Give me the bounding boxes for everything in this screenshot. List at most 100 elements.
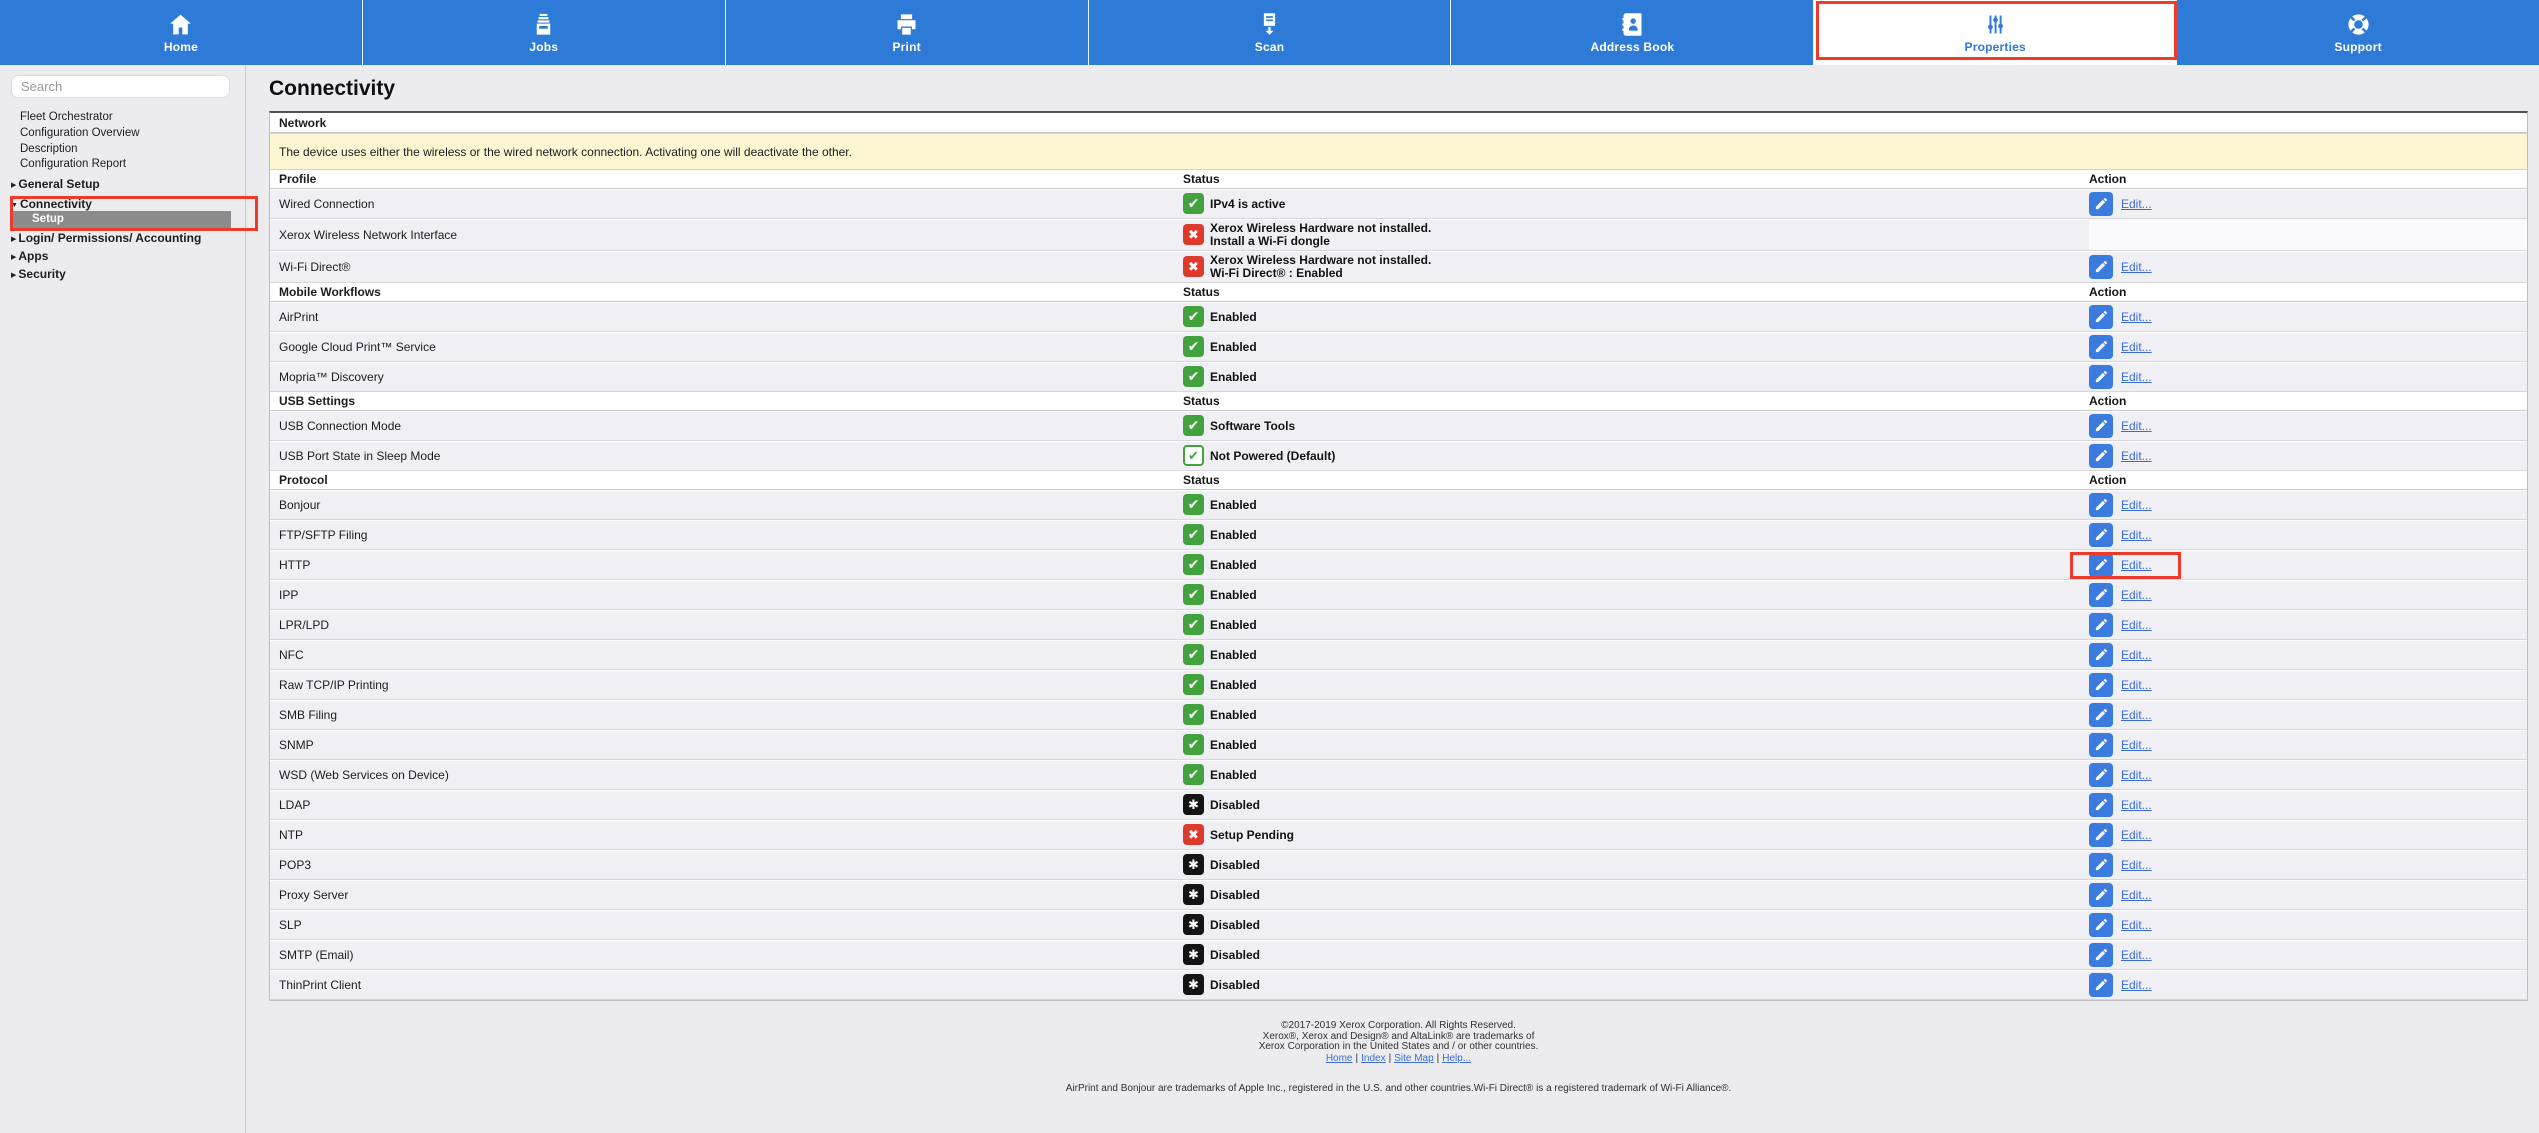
edit-pencil-icon — [2094, 448, 2109, 463]
edit-link[interactable]: Edit... — [2121, 497, 2152, 512]
status-cell: ✖ Xerox Wireless Hardware not installed. I… — [1183, 219, 2089, 250]
edit-link[interactable]: Edit... — [2121, 196, 2152, 211]
edit-button[interactable] — [2089, 612, 2113, 637]
tab-print[interactable]: Print — [726, 0, 1089, 65]
edit-link[interactable]: Edit... — [2121, 887, 2152, 902]
status-check-icon: ✔ — [1183, 614, 1204, 635]
edit-pencil-icon — [2094, 977, 2109, 992]
edit-button[interactable] — [2089, 972, 2113, 997]
status-text: Enabled — [1210, 339, 1257, 354]
edit-link[interactable]: Edit... — [2121, 418, 2152, 433]
tab-address-book[interactable]: Address Book — [1451, 0, 1815, 65]
sidebar-item-general-setup[interactable]: ▶ General Setup — [11, 177, 100, 191]
edit-pencil-icon — [2094, 947, 2109, 962]
sidebar-item-login-permissions-accounting[interactable]: ▶ Login/ Permissions/ Accounting — [11, 231, 202, 245]
edit-button[interactable] — [2089, 732, 2113, 757]
profile-label: SMB Filing — [279, 707, 338, 722]
section-header-row: Protocol Status Action — [270, 471, 2527, 490]
copyright-line: Xerox Corporation in the United States a… — [1258, 1041, 1539, 1052]
edit-link[interactable]: Edit... — [2121, 259, 2152, 274]
table-row: Mopria™ Discovery ✔ Enabled Edit... — [270, 362, 2527, 392]
sidebar-item-apps[interactable]: ▶ Apps — [11, 249, 49, 263]
sidebar-item-connectivity[interactable]: ▼ Connectivity — [11, 197, 92, 211]
tab-home[interactable]: Home — [0, 0, 363, 65]
table-row: SMB Filing ✔ Enabled Edit... — [270, 700, 2527, 730]
section-title: Mobile Workflows — [279, 285, 381, 299]
edit-button[interactable] — [2089, 364, 2113, 389]
sidebar-item-setup[interactable]: Setup — [12, 211, 231, 228]
edit-link[interactable]: Edit... — [2121, 527, 2152, 542]
support-icon — [2345, 11, 2372, 38]
top-navigation: Home Jobs Print Scan Address Book Properties S… — [0, 0, 2539, 65]
edit-button[interactable] — [2089, 912, 2113, 937]
tab-label: Address Book — [1590, 40, 1675, 54]
edit-link[interactable]: Edit... — [2121, 827, 2152, 842]
footer-link-help[interactable]: Help... — [1442, 1052, 1472, 1064]
edit-button[interactable] — [2089, 762, 2113, 787]
edit-button[interactable] — [2089, 642, 2113, 667]
edit-button[interactable] — [2089, 672, 2113, 697]
edit-link[interactable]: Edit... — [2121, 309, 2152, 324]
edit-button[interactable] — [2089, 552, 2113, 577]
edit-link[interactable]: Edit... — [2121, 647, 2152, 662]
edit-link[interactable]: Edit... — [2121, 448, 2152, 463]
footer-link-index[interactable]: Index — [1361, 1052, 1386, 1064]
sidebar-item-security[interactable]: ▶ Security — [11, 267, 66, 281]
copyright-line: Xerox®, Xerox and Design® and AltaLink® … — [1262, 1030, 1535, 1042]
notice-text: The device uses either the wireless or t… — [279, 144, 852, 159]
edit-button[interactable] — [2089, 882, 2113, 907]
sidebar-item-description[interactable]: Description — [20, 143, 78, 155]
search-input[interactable] — [11, 75, 230, 98]
table-row: WSD (Web Services on Device) ✔ Enabled Edit… — [270, 760, 2527, 790]
edit-link[interactable]: Edit... — [2121, 857, 2152, 872]
edit-button[interactable] — [2089, 822, 2113, 847]
triangle-down-icon: ▼ — [11, 202, 18, 209]
edit-button[interactable] — [2089, 492, 2113, 517]
edit-pencil-icon — [2094, 857, 2109, 872]
edit-link[interactable]: Edit... — [2121, 557, 2152, 572]
edit-link[interactable]: Edit... — [2121, 767, 2152, 782]
edit-button[interactable] — [2089, 792, 2113, 817]
footer-link-home[interactable]: Home — [1325, 1052, 1353, 1064]
edit-button[interactable] — [2089, 304, 2113, 329]
edit-link[interactable]: Edit... — [2121, 947, 2152, 962]
tab-scan[interactable]: Scan — [1089, 0, 1452, 65]
status-check-icon: ✔ — [1183, 734, 1204, 755]
edit-link[interactable]: Edit... — [2121, 707, 2152, 722]
edit-button[interactable] — [2089, 413, 2113, 438]
action-cell: Edit... — [2089, 441, 2527, 470]
tab-jobs[interactable]: Jobs — [363, 0, 726, 65]
status-text: Enabled — [1210, 587, 1257, 602]
tab-support[interactable]: Support — [2177, 0, 2539, 65]
edit-link[interactable]: Edit... — [2121, 369, 2152, 384]
edit-link[interactable]: Edit... — [2121, 737, 2152, 752]
edit-link[interactable]: Edit... — [2121, 677, 2152, 692]
edit-link[interactable]: Edit... — [2121, 977, 2152, 992]
edit-link[interactable]: Edit... — [2121, 797, 2152, 812]
edit-button[interactable] — [2089, 942, 2113, 967]
edit-link[interactable]: Edit... — [2121, 339, 2152, 354]
sidebar-item-configuration-overview[interactable]: Configuration Overview — [20, 127, 140, 139]
column-header-action: Action — [2089, 172, 2127, 186]
sidebar-item-configuration-report[interactable]: Configuration Report — [20, 158, 127, 170]
edit-button[interactable] — [2089, 443, 2113, 468]
edit-button[interactable] — [2089, 852, 2113, 877]
edit-link[interactable]: Edit... — [2121, 587, 2152, 602]
edit-link[interactable]: Edit... — [2121, 617, 2152, 632]
edit-button[interactable] — [2089, 702, 2113, 727]
edit-link[interactable]: Edit... — [2121, 917, 2152, 932]
tab-properties[interactable]: Properties — [1814, 0, 2178, 65]
edit-button[interactable] — [2089, 582, 2113, 607]
status-error-icon: ✖ — [1183, 224, 1204, 245]
footer-link-site-map[interactable]: Site Map — [1394, 1052, 1434, 1064]
sidebar-item-fleet-orchestrator[interactable]: Fleet Orchestrator — [20, 111, 113, 123]
edit-button[interactable] — [2089, 191, 2113, 216]
status-disabled-icon: ✱ — [1183, 944, 1204, 965]
status-check-outline-icon: ✔ — [1183, 445, 1204, 466]
column-header-action: Action — [2089, 285, 2127, 299]
edit-button[interactable] — [2089, 254, 2113, 279]
network-notice: The device uses either the wireless or t… — [270, 133, 2527, 170]
edit-button[interactable] — [2089, 334, 2113, 359]
status-line: Install a Wi-Fi dongle — [1210, 233, 1330, 248]
edit-button[interactable] — [2089, 522, 2113, 547]
